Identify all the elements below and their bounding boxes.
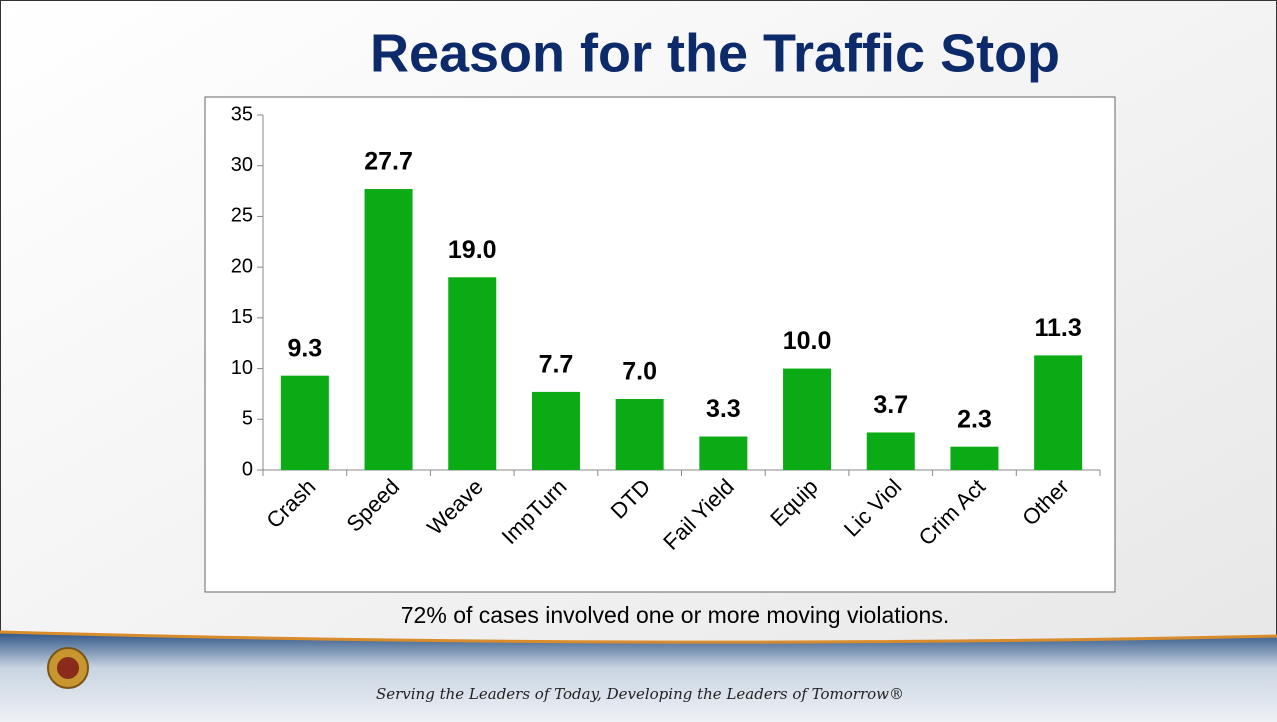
value-label: 3.3 — [706, 395, 741, 423]
value-label: 3.7 — [873, 391, 908, 419]
caption: 72% of cases involved one or more moving… — [401, 602, 949, 628]
value-label: 10.0 — [783, 327, 832, 355]
bar — [866, 432, 915, 470]
y-tick-label: 25 — [231, 205, 253, 227]
footer-band — [0, 632, 1277, 722]
bar — [615, 399, 664, 470]
bar — [699, 436, 748, 470]
y-tick-label: 15 — [231, 306, 253, 328]
y-tick-label: 5 — [242, 408, 253, 430]
value-label: 11.3 — [1035, 314, 1082, 342]
y-tick-label: 20 — [231, 255, 253, 277]
y-tick-label: 35 — [231, 103, 253, 125]
chart-title: Reason for the Traffic Stop — [370, 23, 1060, 83]
bar — [280, 375, 329, 470]
logo — [47, 647, 89, 689]
chart-area — [204, 96, 1116, 593]
bar — [1034, 355, 1083, 470]
bar — [783, 368, 832, 470]
y-tick-label: 10 — [231, 357, 253, 379]
bar — [364, 189, 413, 471]
value-label: 9.3 — [287, 334, 322, 362]
value-label: 7.0 — [622, 358, 657, 386]
bar — [448, 277, 497, 470]
footer-text: Serving the Leaders of Today, Developing… — [376, 685, 904, 703]
value-label: 27.7 — [364, 148, 413, 176]
y-tick-label: 0 — [242, 458, 253, 480]
value-label: 7.7 — [539, 351, 574, 379]
y-tick-label: 30 — [231, 154, 253, 176]
value-label: 19.0 — [448, 236, 497, 264]
bar — [531, 391, 580, 470]
bar — [950, 446, 999, 470]
value-label: 2.3 — [957, 405, 992, 433]
footer-line — [0, 630, 1277, 644]
